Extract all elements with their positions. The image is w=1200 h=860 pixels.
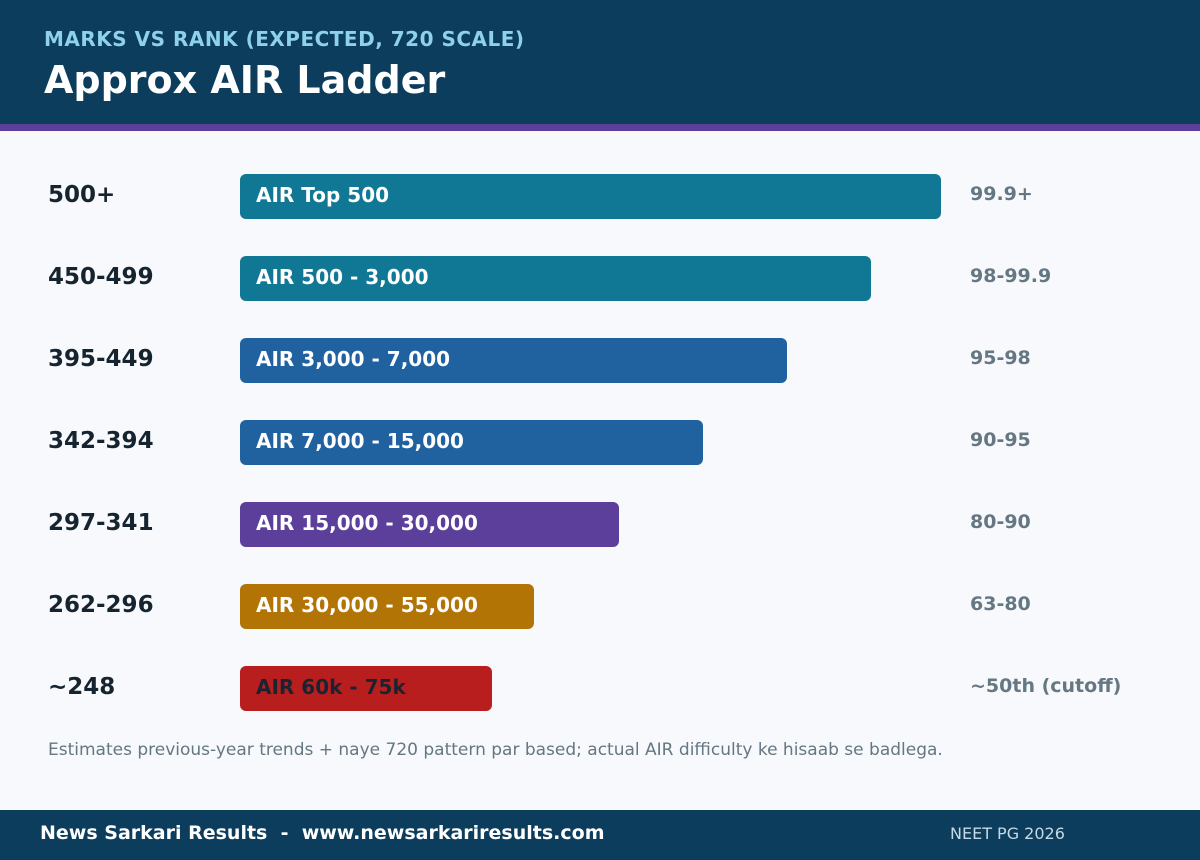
- rank-bar: AIR 3,000 - 7,000: [240, 338, 787, 383]
- footnote: Estimates previous-year trends + naye 72…: [48, 740, 943, 760]
- marks-range-label: ~248: [48, 674, 116, 700]
- air-range-label: AIR 30,000 - 55,000: [256, 593, 478, 617]
- footer-bar: News Sarkari Results - www.newsarkarires…: [0, 810, 1200, 860]
- footer-exam-tag: NEET PG 2026: [950, 824, 1065, 843]
- air-range-label: AIR 60k - 75k: [256, 675, 406, 699]
- percentile-label: 80-90: [970, 511, 1031, 533]
- marks-range-label: 342-394: [48, 428, 154, 454]
- ladder-row: 262-296 AIR 30,000 - 55,000 63-80: [0, 584, 1200, 630]
- air-range-label: AIR 3,000 - 7,000: [256, 347, 451, 371]
- air-range-label: AIR Top 500: [256, 183, 390, 207]
- rank-bar: AIR 15,000 - 30,000: [240, 502, 619, 547]
- marks-range-label: 450-499: [48, 264, 154, 290]
- rank-bar: AIR 7,000 - 15,000: [240, 420, 703, 465]
- percentile-label: 63-80: [970, 593, 1031, 615]
- percentile-label: 90-95: [970, 429, 1031, 451]
- rank-ladder-chart: 500+ AIR Top 500 99.9+ 450-499 AIR 500 - 3,0…: [0, 131, 1200, 731]
- air-range-label: AIR 15,000 - 30,000: [256, 511, 478, 535]
- percentile-label: 95-98: [970, 347, 1031, 369]
- ladder-row: 342-394 AIR 7,000 - 15,000 90-95: [0, 420, 1200, 466]
- air-range-label: AIR 500 - 3,000: [256, 265, 429, 289]
- ladder-row: ~248 AIR 60k - 75k ~50th (cutoff): [0, 666, 1200, 712]
- rank-bar: AIR 500 - 3,000: [240, 256, 871, 301]
- rank-bar: AIR 30,000 - 55,000: [240, 584, 534, 629]
- percentile-label: 98-99.9: [970, 265, 1052, 287]
- ladder-row: 395-449 AIR 3,000 - 7,000 95-98: [0, 338, 1200, 384]
- ladder-row: 297-341 AIR 15,000 - 30,000 80-90: [0, 502, 1200, 548]
- marks-range-label: 262-296: [48, 592, 154, 618]
- percentile-label: 99.9+: [970, 183, 1033, 205]
- air-range-label: AIR 7,000 - 15,000: [256, 429, 464, 453]
- ladder-row: 450-499 AIR 500 - 3,000 98-99.9: [0, 256, 1200, 302]
- marks-range-label: 500+: [48, 182, 116, 208]
- accent-divider: [0, 124, 1200, 131]
- ladder-row: 500+ AIR Top 500 99.9+: [0, 174, 1200, 220]
- footer-site-credit: News Sarkari Results - www.newsarkarires…: [40, 822, 605, 844]
- chart-title: Approx AIR Ladder: [44, 58, 446, 102]
- marks-range-label: 395-449: [48, 346, 154, 372]
- rank-bar: AIR Top 500: [240, 174, 941, 219]
- chart-subtitle: MARKS VS RANK (EXPECTED, 720 SCALE): [44, 27, 525, 51]
- marks-range-label: 297-341: [48, 510, 154, 536]
- rank-bar: AIR 60k - 75k: [240, 666, 492, 711]
- header-banner: MARKS VS RANK (EXPECTED, 720 SCALE) Appr…: [0, 0, 1200, 124]
- percentile-label: ~50th (cutoff): [970, 675, 1122, 697]
